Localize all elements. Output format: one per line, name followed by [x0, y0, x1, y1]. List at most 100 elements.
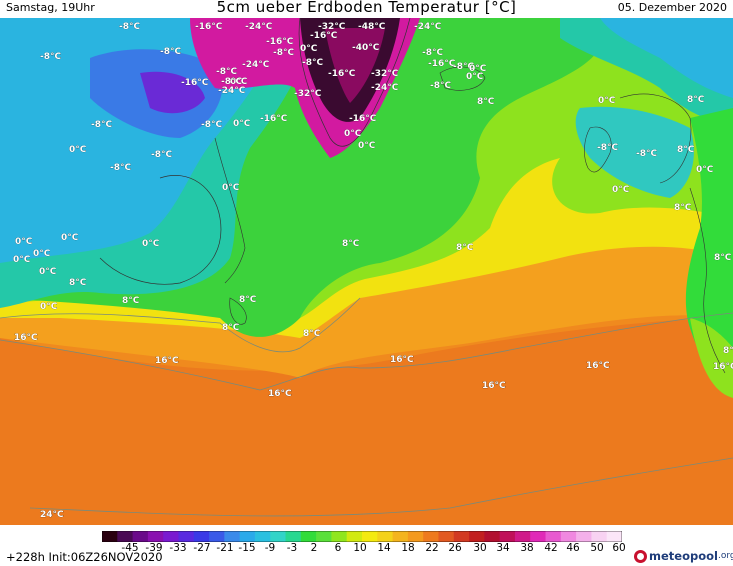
temperature-label: 16°C [155, 356, 179, 366]
field-scandinavia-teal [575, 106, 694, 198]
temperature-label: 8°C [222, 323, 240, 333]
colorbar-segment [423, 531, 439, 542]
colorbar-tick-label: 26 [448, 542, 462, 554]
colorbar-tick-label: 10 [353, 542, 367, 554]
temperature-label: 0°C [233, 119, 251, 129]
colorbar-segment [545, 531, 562, 542]
colorbar-segment [331, 531, 348, 542]
colorbar-tick-label: 2 [310, 542, 318, 554]
map-header: Samstag, 19Uhr 5cm ueber Erdboden Temper… [0, 0, 733, 18]
temperature-label: 0°C [230, 77, 248, 87]
temperature-label: 0°C [598, 96, 616, 106]
temperature-label: 0°C [15, 237, 33, 247]
colorbar-tick-label: 38 [520, 542, 534, 554]
colorbar-tick-label: 50 [590, 542, 604, 554]
temperature-label: -8°C [160, 47, 181, 57]
colorbar-tick-label: -27 [193, 542, 211, 554]
temperature-label: 0°C [33, 249, 51, 259]
colorbar-tick-label: -45 [121, 542, 139, 554]
temperature-label: -8°C [91, 120, 112, 130]
temperature-label: 0°C [142, 239, 160, 249]
temperature-label: 0°C [222, 183, 240, 193]
colorbar-segment [576, 531, 592, 542]
temperature-label: 8°C [677, 145, 695, 155]
temperature-label: -8°C [201, 120, 222, 130]
colorbar-segment [285, 531, 302, 542]
temperature-label: -16°C [260, 114, 288, 124]
contour-0 [0, 297, 361, 353]
temperature-label: -8°C [453, 62, 474, 72]
temperature-label: -16°C [310, 31, 338, 41]
colorbar-segment [193, 531, 210, 542]
temperature-label: -8°C [597, 143, 618, 153]
temperature-label: 8°C [714, 253, 732, 263]
temperature-label: -24°C [414, 22, 442, 32]
temperature-label: -8°C [40, 52, 61, 62]
temperature-label: 24°C [40, 510, 64, 520]
field-east-cyan [600, 18, 733, 98]
colorbar-tick-label: 22 [425, 542, 439, 554]
coast-greenland [298, 18, 411, 147]
temperature-label: 8°C [122, 296, 140, 306]
map-footer: -45 -39 -33 -27 -21 -15 -9 -3 2 6 10 14 18 22 26 30 34 38… [0, 525, 733, 566]
temperature-label: -8°C [636, 149, 657, 159]
temperature-label: -8°C [216, 67, 237, 77]
colorbar-tick-label: 30 [473, 542, 487, 554]
valid-date-label: 05. Dezember 2020 [617, 1, 727, 14]
colorbar-tick-label: -15 [238, 542, 256, 554]
temperature-label: 16°C [390, 355, 414, 365]
colorbar-tick-label: -33 [169, 542, 187, 554]
temperature-label: 0°C [696, 165, 714, 175]
temperature-label: 8°C [674, 203, 692, 213]
colorbar-segment [300, 531, 317, 542]
temperature-label: 0°C [300, 44, 318, 54]
temperature-label: 0°C [13, 255, 31, 265]
colorbar-segment [224, 531, 241, 542]
temperature-label: -8°C [110, 163, 131, 173]
temperature-label: 8°C [239, 295, 257, 305]
coast-uk [584, 126, 612, 173]
temperature-label: -8°C [273, 48, 294, 58]
colorbar-segment [178, 531, 195, 542]
temperature-label: -8°C [302, 58, 323, 68]
colorbar-segment [469, 531, 485, 542]
colorbar-segment [102, 531, 118, 542]
temperature-label: 8°C [69, 278, 87, 288]
contour-16 [29, 457, 733, 517]
colorbar-tick-label: -3 [286, 542, 298, 554]
temperature-label: 0°C [358, 141, 376, 151]
colorbar-segment [530, 531, 547, 542]
temperature-label: -24°C [218, 86, 246, 96]
coast-scandinavia [619, 93, 692, 184]
temperature-label: 16°C [713, 362, 733, 372]
colorbar [102, 531, 622, 542]
colorbar-tick-label: 18 [401, 542, 415, 554]
brand-suffix: .org [717, 551, 733, 561]
temperature-label: 0°C [469, 64, 487, 74]
temperature-label: -16°C [428, 59, 456, 69]
temperature-label: 0°C [466, 72, 484, 82]
temperature-label: 8°C [303, 329, 321, 339]
colorbar-segment [453, 531, 470, 542]
valid-time-label: Samstag, 19Uhr [6, 1, 95, 14]
colorbar-segment [209, 531, 225, 542]
temperature-label: 16°C [482, 381, 506, 391]
meteopool-link[interactable]: meteopool .org [634, 548, 733, 564]
temperature-label: -40°C [352, 43, 380, 53]
temperature-label: 0°C [344, 129, 362, 139]
colorbar-segment [239, 531, 256, 542]
colorbar-segment [147, 531, 164, 542]
temperature-label: 0°C [69, 145, 87, 155]
colorbar-segment [316, 531, 332, 542]
temperature-label: 0°C [39, 267, 57, 277]
temperature-label: 0°C [612, 185, 630, 195]
temperature-label: -8°C [430, 81, 451, 91]
colorbar-segment [132, 531, 149, 542]
colorbar-segment [606, 531, 622, 542]
temperature-label: 0°C [61, 233, 79, 243]
map-title: 5cm ueber Erdboden Temperatur [°C] [216, 0, 517, 16]
temperature-label: -24°C [245, 22, 273, 32]
temperature-label: -48°C [358, 22, 386, 32]
colorbar-tick-labels: -45 -39 -33 -27 -21 -15 -9 -3 2 6 10 14 18 22 26 30 34 38… [0, 542, 733, 556]
colorbar-tick-label: 42 [544, 542, 558, 554]
